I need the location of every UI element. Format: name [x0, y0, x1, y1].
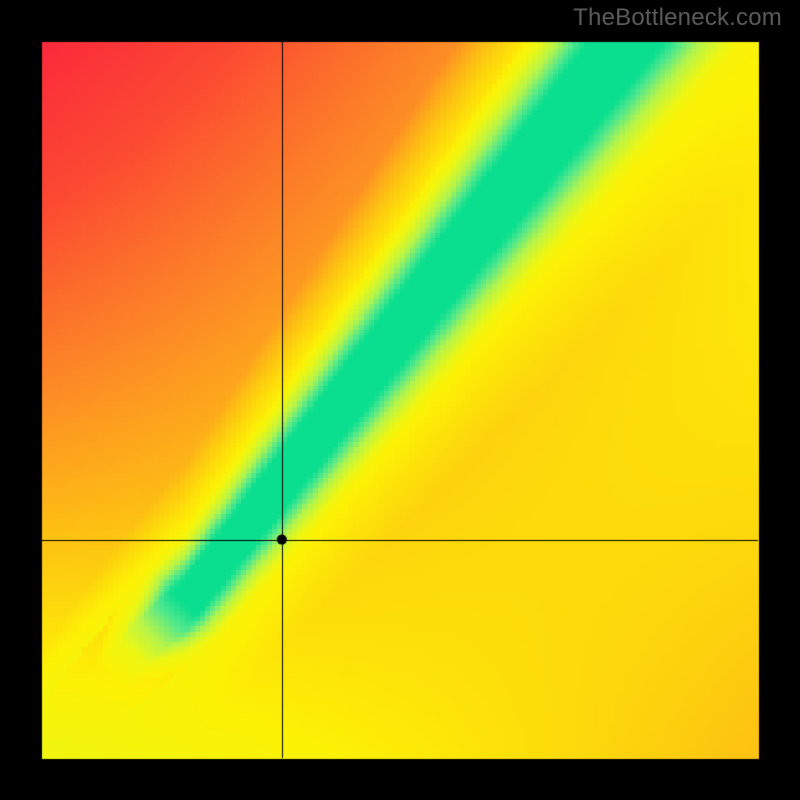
bottleneck-heatmap-canvas — [0, 0, 800, 800]
chart-container: TheBottleneck.com — [0, 0, 800, 800]
